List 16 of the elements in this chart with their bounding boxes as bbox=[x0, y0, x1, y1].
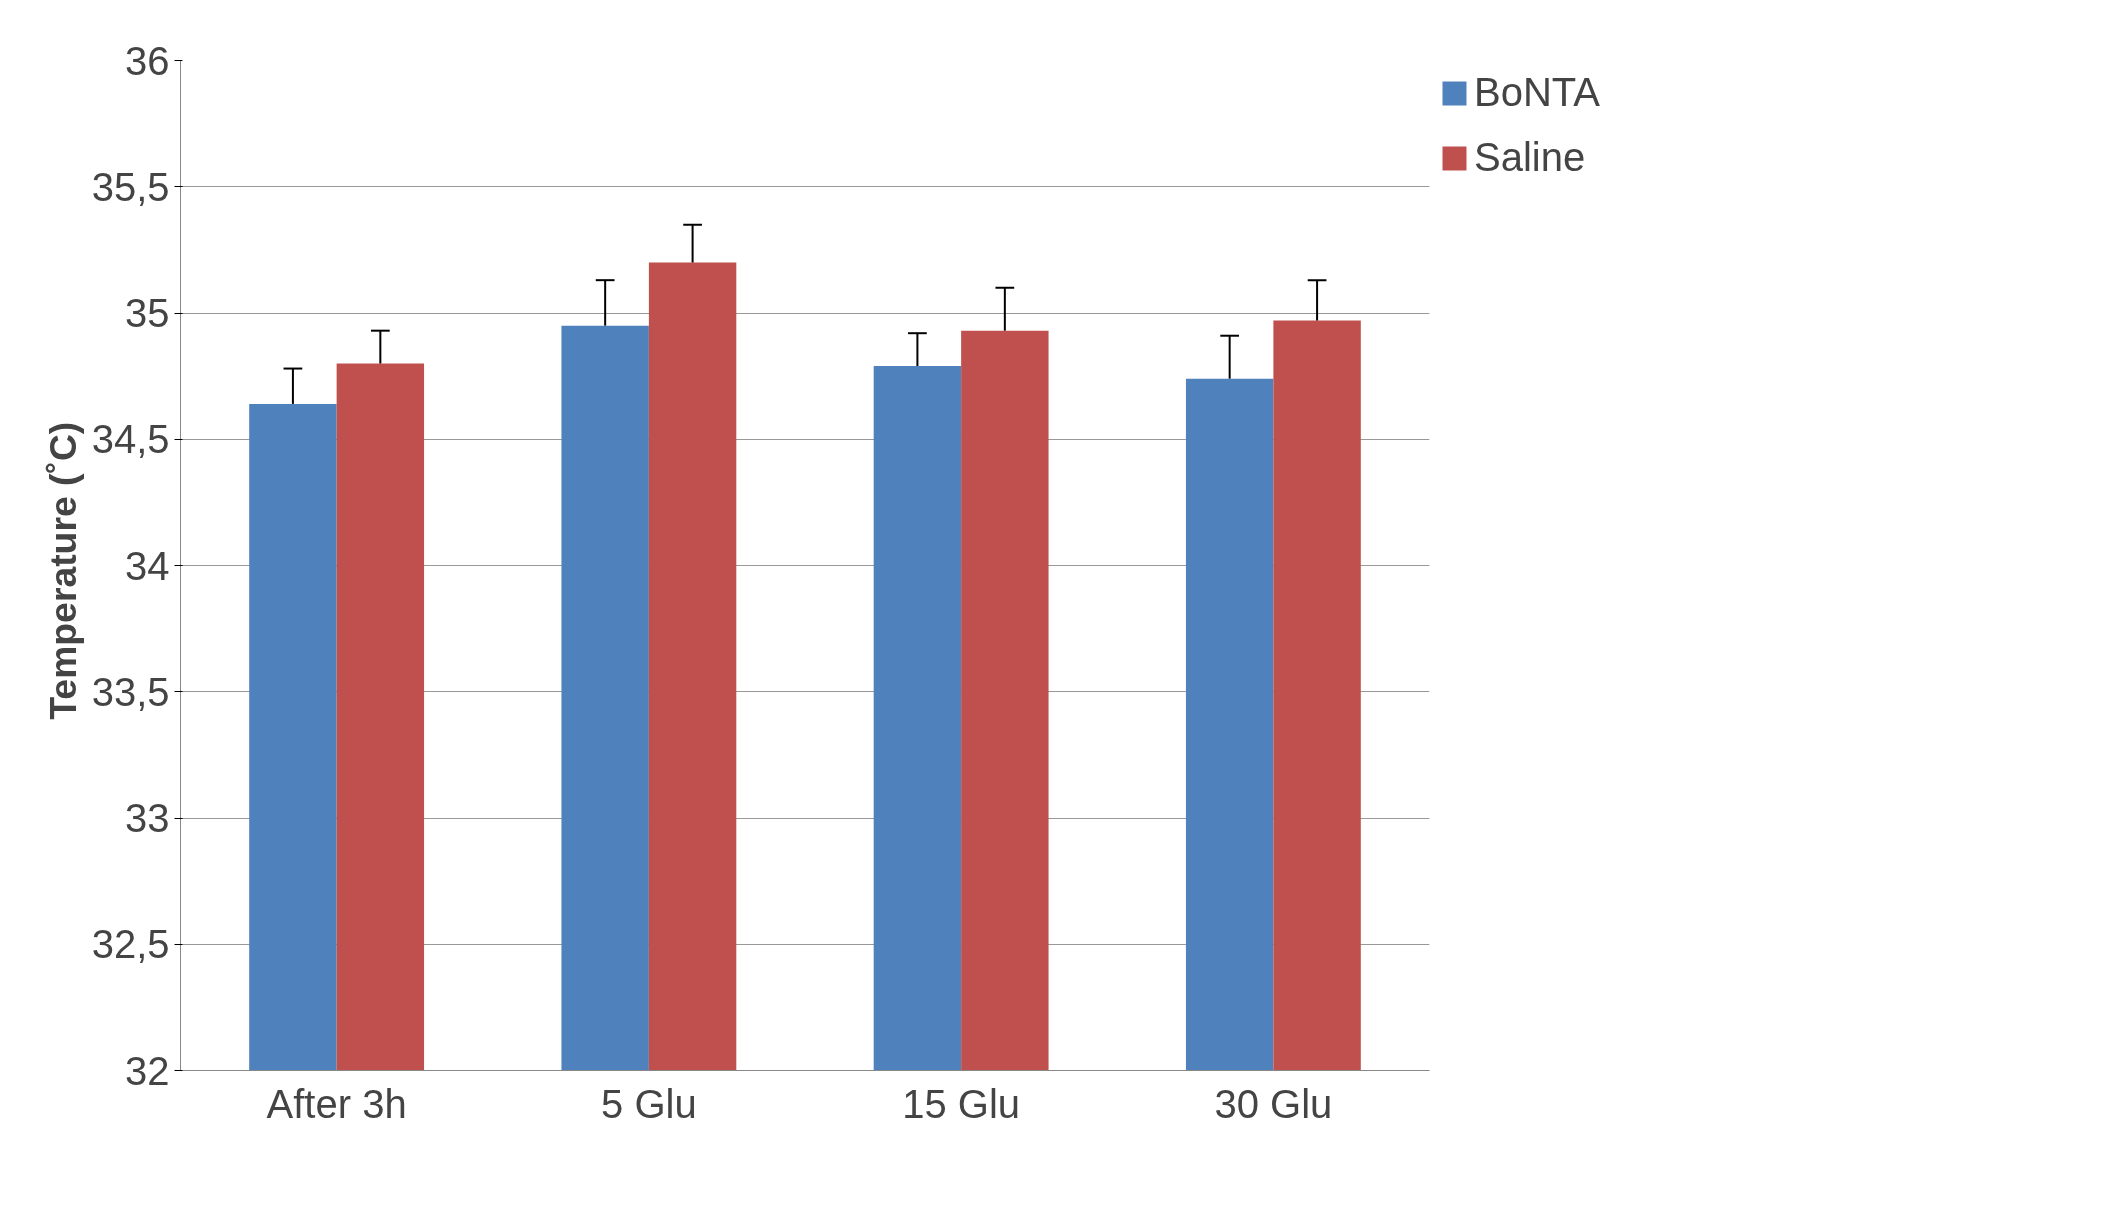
y-axis-title: Temperature (˚C) bbox=[41, 421, 84, 720]
x-tick-label: After 3h bbox=[266, 1081, 407, 1126]
x-tick-label: 5 Glu bbox=[601, 1081, 697, 1126]
y-tick-label: 35,5 bbox=[91, 164, 170, 209]
y-tick-label: 32 bbox=[125, 1048, 170, 1093]
x-tick-label: 15 Glu bbox=[902, 1081, 1021, 1126]
x-tick-label: 30 Glu bbox=[1214, 1081, 1333, 1126]
y-tick-label: 32,5 bbox=[91, 922, 170, 967]
y-tick-label: 34 bbox=[125, 543, 170, 588]
y-tick-label: 34,5 bbox=[91, 417, 170, 462]
y-tick-label: 35 bbox=[125, 291, 170, 335]
y-tick-label: 36 bbox=[125, 38, 170, 83]
legend-label: Saline bbox=[1474, 135, 1586, 180]
y-tick-label: 33 bbox=[125, 796, 170, 840]
y-tick-label: 33,5 bbox=[91, 669, 170, 714]
legend-label: BoNTA bbox=[1474, 70, 1600, 115]
